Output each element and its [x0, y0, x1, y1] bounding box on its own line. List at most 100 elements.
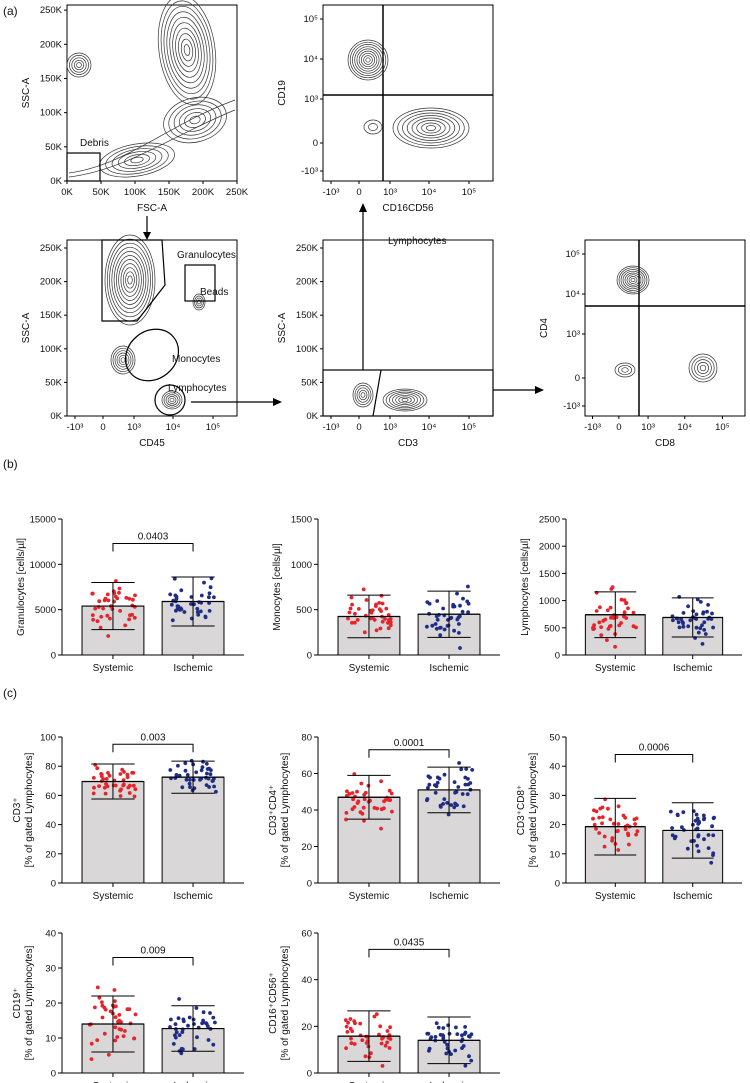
- data-point: [91, 776, 96, 780]
- data-point: [195, 610, 200, 614]
- arrow-head: [535, 386, 544, 394]
- y-tick-label: 50: [549, 733, 560, 744]
- data-point: [452, 628, 456, 633]
- contour-line: [349, 41, 387, 79]
- x-tick-label: 10⁴: [422, 187, 437, 198]
- data-point: [199, 593, 204, 598]
- data-point: [467, 1034, 472, 1039]
- gate-beads: [184, 264, 216, 302]
- data-point: [361, 805, 366, 810]
- contour-line: [411, 117, 451, 139]
- y-tick-label: 100K: [40, 108, 63, 119]
- p-value: 0.003: [140, 732, 165, 743]
- x-tick-label: Ischemic: [673, 891, 712, 902]
- data-point: [668, 809, 673, 814]
- y-tick-label: 150K: [40, 310, 63, 321]
- data-point: [445, 624, 450, 628]
- data-point: [113, 1025, 118, 1030]
- data-point: [107, 773, 112, 778]
- contour-line: [626, 274, 640, 286]
- data-point: [348, 1026, 353, 1031]
- data-point: [466, 610, 470, 615]
- y-tick-label: 1000: [291, 560, 312, 571]
- data-point: [619, 597, 624, 602]
- data-point: [463, 1030, 468, 1035]
- data-point: [350, 791, 355, 795]
- data-point: [131, 783, 136, 788]
- y-tick-label: 0K: [50, 411, 62, 422]
- contour-line: [124, 153, 150, 167]
- contour-line: [113, 251, 147, 309]
- data-point: [353, 794, 357, 799]
- data-point: [364, 598, 369, 602]
- data-point: [89, 1041, 94, 1046]
- arrow-head: [359, 203, 367, 212]
- data-point: [700, 642, 705, 646]
- data-point: [679, 617, 683, 621]
- data-point: [706, 833, 711, 837]
- x-tick-label: 0K: [61, 187, 73, 198]
- x-tick-label: Ischemic: [429, 891, 468, 902]
- data-point: [383, 1043, 388, 1048]
- data-point: [348, 1017, 353, 1021]
- data-point: [711, 625, 715, 630]
- contour-line: [104, 234, 156, 326]
- y-axis-label-line2: [% of gated Lymphocytes]: [24, 945, 35, 1060]
- data-point: [698, 626, 703, 631]
- data-point: [117, 586, 122, 591]
- data-point: [198, 609, 203, 614]
- x-tick-label: Systemic: [595, 891, 636, 902]
- contour-line: [163, 96, 227, 144]
- data-point: [701, 813, 706, 818]
- y-tick-label: 10⁴: [565, 289, 580, 300]
- data-point: [460, 1033, 464, 1038]
- data-point: [179, 1051, 184, 1056]
- y-tick-label: 100K: [296, 344, 319, 355]
- data-point: [441, 1026, 446, 1030]
- data-point: [387, 1046, 392, 1050]
- data-point: [438, 805, 443, 809]
- data-point: [350, 602, 354, 607]
- contour-line: [192, 293, 206, 311]
- data-point: [452, 780, 457, 784]
- data-point: [603, 617, 608, 622]
- y-axis-label: CD16⁺CD56⁺: [268, 972, 279, 1034]
- data-point: [600, 805, 605, 810]
- data-point: [374, 1012, 379, 1016]
- data-point: [457, 622, 461, 626]
- data-point: [702, 628, 707, 632]
- x-axis-label: CD16CD56: [382, 203, 434, 214]
- contour-line: [368, 123, 378, 131]
- data-point: [626, 606, 630, 611]
- data-point: [688, 618, 693, 623]
- data-point: [169, 602, 174, 607]
- data-point: [174, 608, 178, 613]
- data-point: [461, 804, 466, 809]
- data-point: [121, 1034, 126, 1038]
- data-point: [456, 615, 461, 620]
- data-point: [192, 1047, 197, 1051]
- flow-plot-cd16-cd19: -10³ 0 10³ 10⁴ 10⁵ 10⁵ 10⁴ 10³ 0 -10³ CD16CD56 CD19: [277, 4, 494, 214]
- y-tick-label: 250K: [40, 5, 63, 16]
- contour-line: [112, 347, 134, 373]
- data-point: [610, 838, 614, 843]
- data-point: [195, 606, 200, 611]
- y-tick-label: 0: [51, 651, 56, 662]
- data-point: [388, 1025, 392, 1030]
- contour-line: [183, 44, 191, 56]
- data-point: [353, 1021, 357, 1026]
- y-tick-label: 1000: [539, 596, 560, 607]
- contour-line: [691, 356, 715, 380]
- data-point: [386, 626, 391, 631]
- data-point: [201, 759, 205, 764]
- data-point: [179, 607, 184, 612]
- data-point: [705, 609, 709, 614]
- contour-line: [363, 55, 373, 65]
- data-point: [606, 627, 611, 631]
- y-tick-label: 20: [301, 842, 312, 853]
- data-point: [597, 831, 602, 835]
- data-point: [686, 604, 690, 609]
- data-point: [681, 611, 686, 615]
- y-tick-label: 40: [45, 929, 56, 940]
- contour-line: [421, 122, 441, 134]
